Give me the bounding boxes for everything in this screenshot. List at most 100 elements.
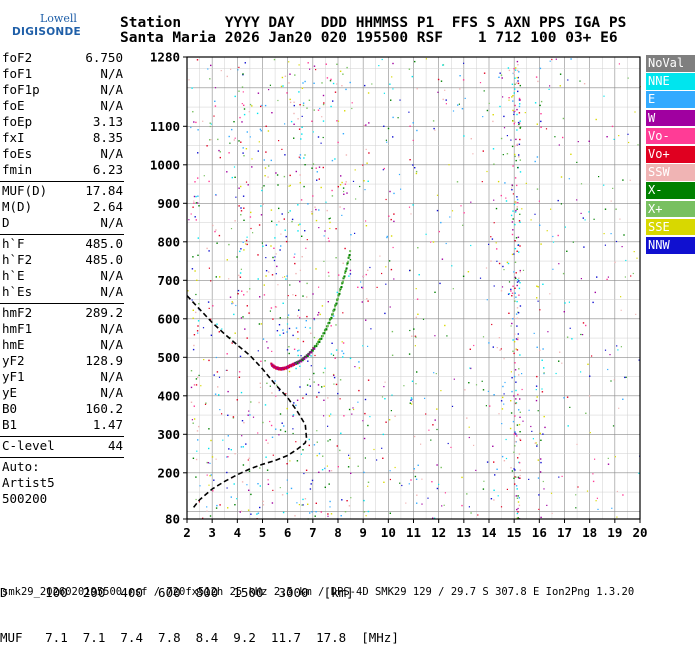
echo-dot xyxy=(228,135,230,138)
echo-dot xyxy=(214,230,216,233)
auto-line3: 500200 xyxy=(2,491,48,506)
param-key: hmF2 xyxy=(2,305,33,320)
echo-dot xyxy=(306,315,308,318)
echo-dot xyxy=(592,301,594,304)
echo-dot xyxy=(363,180,365,182)
echo-dot xyxy=(548,88,550,90)
echo-dot xyxy=(364,84,366,87)
echo-dot xyxy=(259,506,261,509)
echo-dot xyxy=(619,218,621,220)
echo-dot xyxy=(288,185,290,187)
echo-dot xyxy=(399,482,401,484)
echo-dot xyxy=(335,228,337,230)
echo-dot xyxy=(388,260,391,262)
echo-dot xyxy=(589,432,591,434)
echo-dot xyxy=(445,242,447,245)
echo-dot xyxy=(243,422,245,424)
echo-dot xyxy=(516,488,518,490)
echo-dot xyxy=(388,419,391,421)
echo-dot xyxy=(422,318,425,320)
echo-dot xyxy=(518,423,521,426)
echo-dot xyxy=(487,390,489,392)
echo-dot xyxy=(603,184,605,186)
echo-dot xyxy=(215,229,217,231)
param-key: foF2 xyxy=(2,50,33,65)
echo-dot xyxy=(238,66,240,68)
echo-dot xyxy=(381,447,383,449)
echo-dot xyxy=(314,515,316,517)
echo-dot xyxy=(318,311,320,314)
echo-dot xyxy=(212,305,214,307)
echo-dot xyxy=(276,174,279,176)
param-row: B0 160.2 xyxy=(0,401,126,417)
echo-dot xyxy=(512,165,514,167)
echo-dot xyxy=(288,327,291,330)
echo-dot xyxy=(604,244,606,246)
echo-dot xyxy=(306,282,308,285)
echo-dot xyxy=(286,407,288,410)
echo-dot xyxy=(273,247,275,249)
echo-dot xyxy=(278,389,281,392)
echo-dot xyxy=(350,234,352,236)
param-separator xyxy=(0,457,124,458)
echo-dot xyxy=(534,213,536,215)
x-tick-label: 20 xyxy=(632,525,647,540)
echo-dot xyxy=(382,169,384,171)
echo-dot xyxy=(491,238,494,240)
echo-dot xyxy=(475,384,478,386)
echo-dot xyxy=(385,421,387,423)
echo-dot xyxy=(210,280,212,282)
echo-dot xyxy=(418,274,420,276)
echo-dot xyxy=(338,274,340,276)
echo-dot xyxy=(248,457,250,459)
echo-dot xyxy=(540,126,542,128)
echo-dot xyxy=(228,278,230,280)
echo-dot xyxy=(330,325,332,327)
x-tick-label: 5 xyxy=(259,525,267,540)
echo-dot xyxy=(277,184,279,186)
echo-dot xyxy=(477,514,479,516)
echo-dot xyxy=(197,195,199,197)
echo-dot xyxy=(571,338,573,340)
echo-dot xyxy=(508,281,511,283)
echo-dot xyxy=(539,104,541,107)
echo-dot xyxy=(259,382,261,384)
echo-dot xyxy=(472,153,474,155)
trace-point xyxy=(334,305,336,308)
echo-dot xyxy=(299,280,301,283)
echo-dot xyxy=(409,269,411,272)
echo-dot xyxy=(272,454,274,456)
echo-dot xyxy=(229,336,231,339)
trace-point xyxy=(321,335,324,337)
param-row: foF1p N/A xyxy=(0,82,126,98)
echo-dot xyxy=(290,487,293,490)
echo-dot xyxy=(496,260,498,262)
echo-dot xyxy=(534,102,537,104)
echo-dot xyxy=(511,187,513,189)
echo-dot xyxy=(522,420,524,422)
echo-dot xyxy=(536,396,538,398)
echo-dot xyxy=(288,346,290,348)
echo-dot xyxy=(237,69,239,71)
echo-dot xyxy=(317,109,320,111)
echo-dot xyxy=(511,221,514,223)
echo-dot xyxy=(368,152,370,154)
echo-dot xyxy=(215,194,217,196)
echo-dot xyxy=(315,69,317,71)
echo-dot xyxy=(329,217,331,219)
echo-dot xyxy=(212,490,214,492)
echo-dot xyxy=(517,338,519,341)
echo-dot xyxy=(335,324,337,326)
echo-dot xyxy=(517,501,520,503)
echo-dot xyxy=(209,122,211,124)
echo-dot xyxy=(251,158,253,160)
echo-dot xyxy=(416,494,418,496)
echo-dot xyxy=(297,230,299,232)
echo-dot xyxy=(414,345,416,347)
echo-dot xyxy=(519,213,521,215)
echo-dot xyxy=(515,272,517,274)
header-labels: Station YYYY DAY DDD HHMMSS P1 FFS S AXN… xyxy=(120,15,627,31)
echo-dot xyxy=(299,154,302,156)
echo-dot xyxy=(367,424,369,427)
echo-dot xyxy=(559,73,562,75)
